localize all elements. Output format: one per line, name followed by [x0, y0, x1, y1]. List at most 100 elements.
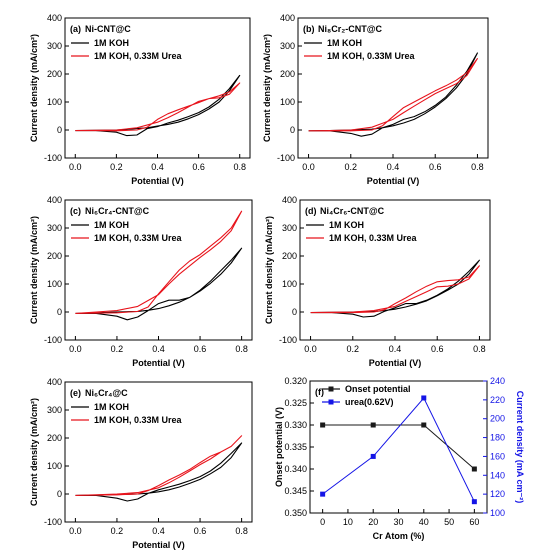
x-tick-label: 0.0: [69, 526, 82, 536]
y-tick-label: 200: [47, 69, 62, 79]
x-tick-label: 40: [419, 517, 429, 527]
x-tick-label: 0.0: [304, 344, 317, 354]
y-right-tick-label: 100: [490, 508, 505, 518]
y-tick-label: 0: [290, 125, 295, 135]
y-tick-label: 0.345: [284, 486, 307, 496]
chart-panel-3: 0.0 0.2 0.4 0.6 0.8 -100 0 100 200 300 400 Potentia…: [29, 195, 253, 368]
panel-label: (e): [70, 388, 81, 398]
y-tick-label: 300: [47, 405, 62, 415]
x-tick-label: 0.2: [111, 344, 124, 354]
y-tick-label: 0.335: [284, 442, 307, 452]
y-right-tick-label: 140: [490, 470, 505, 480]
y-tick-label: 0.330: [284, 420, 307, 430]
series-line-2: [308, 58, 478, 132]
panel-label: (d): [305, 206, 317, 216]
y-tick-label: 100: [47, 97, 62, 107]
x-tick-label: 0.4: [387, 162, 400, 172]
panel-label: (b): [303, 24, 315, 34]
y-tick-label: 200: [47, 251, 62, 261]
x-tick-label: 0.4: [152, 344, 165, 354]
y-axis-label: Current density (mA/cm²): [264, 216, 274, 324]
x-tick-label: 0.4: [151, 162, 164, 172]
x-tick-label: 60: [469, 517, 479, 527]
y-tick-label: 300: [47, 223, 62, 233]
legend-label: 1M KOH, 0.33M Urea: [94, 51, 183, 61]
y-tick-label: -100: [44, 517, 62, 527]
series-line-2: [310, 265, 480, 314]
y-tick-label: -100: [279, 335, 297, 345]
y-tick-label: 300: [282, 223, 297, 233]
series-line-1: [322, 424, 475, 470]
x-tick-label: 0.8: [233, 162, 246, 172]
y-tick-label: 200: [282, 251, 297, 261]
legend-label: 1M KOH: [94, 38, 129, 48]
x-tick-label: 0.0: [69, 162, 82, 172]
series-line-1: [308, 52, 478, 137]
y-tick-label: 0: [57, 125, 62, 135]
panel-title: Ni₈Cr₂-CNT@C: [318, 24, 382, 34]
panel-label: (f): [315, 387, 324, 397]
panel-title: Ni₆Cr₄@C: [85, 388, 128, 398]
legend-label: 1M KOH, 0.33M Urea: [329, 233, 418, 243]
y-right-tick-label: 200: [490, 414, 505, 424]
data-point: [320, 491, 326, 497]
y-axis-label: Onset potential (V): [274, 407, 284, 487]
y-tick-label: 100: [280, 97, 295, 107]
y-right-tick-label: 180: [490, 433, 505, 443]
x-tick-label: 10: [343, 517, 353, 527]
legend-label: 1M KOH: [94, 220, 129, 230]
y-tick-label: 0: [57, 307, 62, 317]
y-tick-label: 0.325: [284, 398, 307, 408]
legend-label: 1M KOH, 0.33M Urea: [94, 415, 183, 425]
series-line-2: [75, 210, 243, 314]
x-tick-label: 0.6: [192, 162, 205, 172]
y-right-tick-label: 240: [490, 376, 505, 386]
series-line-1: [75, 247, 243, 321]
chart-panel-4: 0.0 0.2 0.4 0.6 0.8 -100 0 100 200 300 400 Potentia…: [264, 195, 491, 368]
y-tick-label: 100: [47, 279, 62, 289]
series-line-1: [75, 442, 243, 502]
series-line-2: [75, 82, 241, 132]
x-tick-label: 30: [393, 517, 403, 527]
y-tick-label: 400: [282, 195, 297, 205]
y-right-tick-label: 220: [490, 395, 505, 405]
panel-title: Ni-CNT@C: [85, 24, 131, 34]
panel-title: Ni₆Cr₄-CNT@C: [85, 206, 150, 216]
x-tick-label: 0.8: [235, 526, 248, 536]
x-tick-label: 0: [320, 517, 325, 527]
y-tick-label: 300: [280, 41, 295, 51]
legend-label: 1M KOH, 0.33M Urea: [327, 51, 416, 61]
y-tick-label: 0.350: [284, 508, 307, 518]
series-line-1: [310, 259, 480, 318]
legend-label: Onset potential: [345, 384, 411, 394]
legend-label: 1M KOH: [94, 402, 129, 412]
panel-label: (c): [70, 206, 81, 216]
x-tick-label: 0.8: [471, 162, 484, 172]
y-right-tick-label: 120: [490, 489, 505, 499]
data-point: [370, 453, 376, 459]
legend-label: 1M KOH: [327, 38, 362, 48]
x-tick-label: 0.4: [152, 526, 165, 536]
chart-panel-2: 0.0 0.2 0.4 0.6 0.8 -100 0 100 200 300 400 Potentia…: [262, 13, 489, 186]
x-axis-label: Potential (V): [132, 540, 185, 550]
x-tick-label: 0.6: [194, 344, 207, 354]
data-point: [421, 395, 427, 401]
panel-title: Ni₄Cr₆-CNT@C: [320, 206, 385, 216]
series-line-2: [75, 435, 243, 496]
x-tick-label: 0.2: [110, 162, 123, 172]
data-point: [471, 466, 477, 472]
panel-label: (a): [70, 24, 81, 34]
data-point: [471, 499, 477, 505]
data-point: [421, 422, 427, 428]
y-axis-label: Current density (mA/cm²): [29, 34, 39, 142]
plot-frame: [64, 17, 251, 159]
y-axis-label: Current density (mA/cm²): [29, 398, 39, 506]
x-axis-label: Cr Atom (%): [373, 531, 425, 541]
x-axis-label: Potential (V): [132, 358, 185, 368]
legend-label: urea(0.62V): [345, 397, 394, 407]
y-tick-label: 0: [292, 307, 297, 317]
x-tick-label: 50: [444, 517, 454, 527]
x-tick-label: 0.2: [111, 526, 124, 536]
y-tick-label: 0.340: [284, 464, 307, 474]
chart-panel-5: 0.0 0.2 0.4 0.6 0.8 -100 0 100 200 300 400 Potentia…: [29, 377, 253, 550]
